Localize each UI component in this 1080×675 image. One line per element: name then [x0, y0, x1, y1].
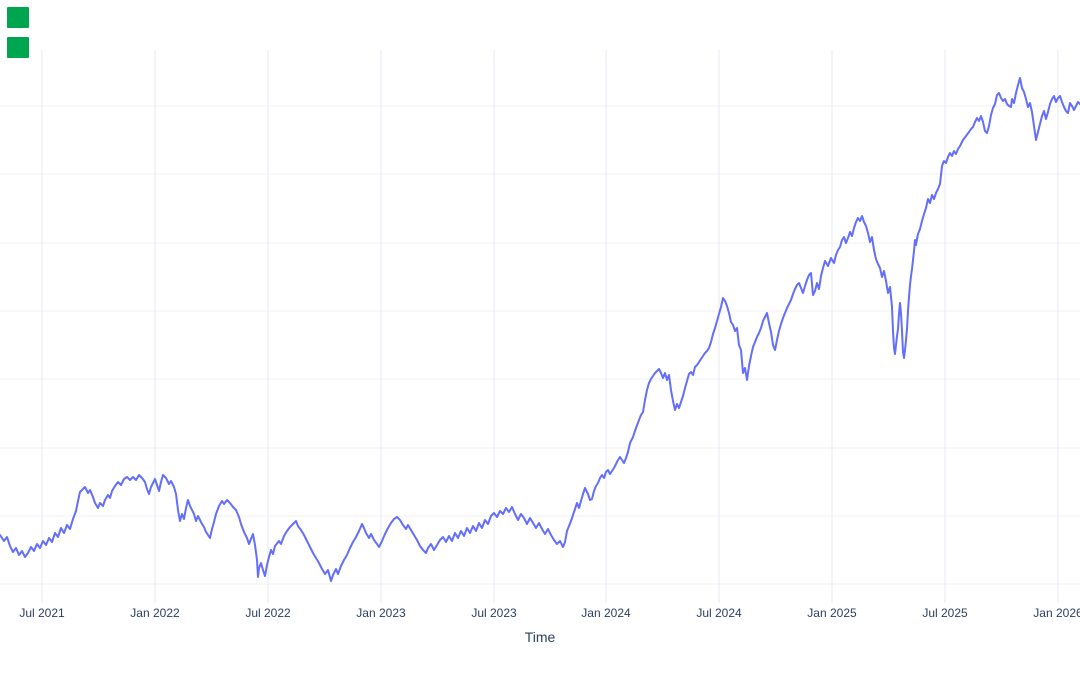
x-tick-label: Jul 2021: [19, 606, 65, 620]
x-tick-label: Jul 2023: [471, 606, 517, 620]
x-axis-title: Time: [524, 629, 556, 645]
x-tick-label: Jul 2022: [245, 606, 291, 620]
green-square-marker: [7, 7, 29, 28]
x-tick-label: Jan 2023: [356, 606, 406, 620]
green-square-marker: [7, 37, 29, 58]
series-line[interactable]: [0, 77, 1080, 582]
x-tick-label: Jul 2024: [696, 606, 742, 620]
x-tick-label: Jan 2025: [807, 606, 857, 620]
x-tick-label: Jan 2022: [130, 606, 180, 620]
x-tick-label: Jan 2026: [1033, 606, 1080, 620]
x-tick-label: Jan 2024: [581, 606, 631, 620]
x-tick-label: Jul 2025: [922, 606, 968, 620]
